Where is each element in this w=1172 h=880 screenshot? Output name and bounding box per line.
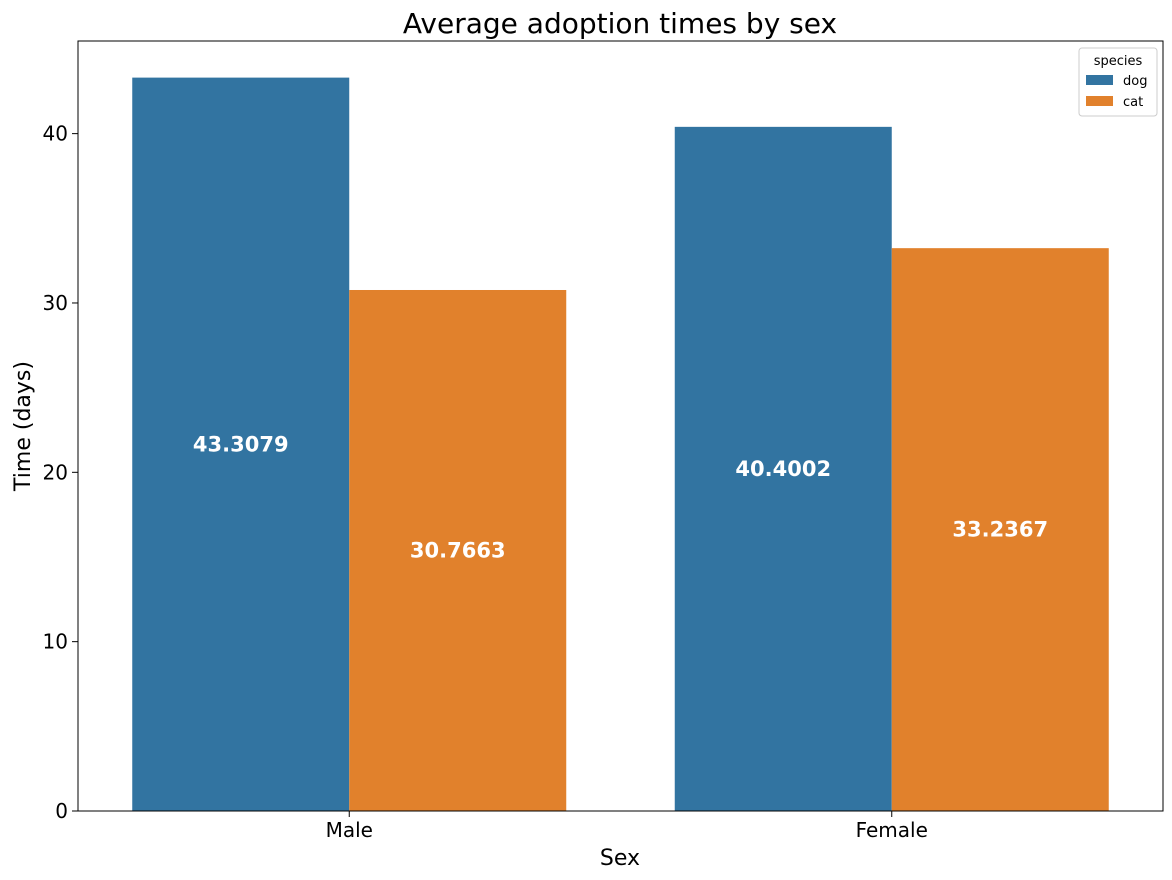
y-tick-label: 10 (43, 630, 68, 654)
chart-title: Average adoption times by sex (403, 7, 837, 40)
data-label-cat-male: 30.7663 (410, 538, 506, 562)
bar-cat-male (349, 289, 567, 811)
legend-label-cat: cat (1123, 95, 1143, 110)
bar-dog-female (674, 126, 892, 812)
legend-title: species (1094, 54, 1143, 69)
y-tick-label: 0 (55, 799, 68, 823)
legend-swatch-cat (1086, 96, 1113, 106)
bar-cat-female (891, 248, 1109, 811)
y-tick-label: 40 (43, 122, 68, 146)
bar-dog-male (132, 77, 350, 811)
data-label-dog-female: 40.4002 (735, 457, 831, 481)
y-axis-label: Time (days) (11, 361, 36, 492)
legend-swatch-dog (1086, 75, 1113, 85)
legend: species dog cat (1078, 47, 1158, 117)
legend-label-dog: dog (1123, 74, 1147, 89)
plot-frame (77, 40, 1164, 812)
x-tick-label-male: Male (326, 818, 373, 842)
plot-area: 43.3079 40.4002 30.7663 33.2367 0 10 20 30 40 Mal… (43, 40, 1164, 842)
y-tick-label: 20 (43, 460, 68, 484)
data-label-dog-male: 43.3079 (193, 432, 289, 456)
x-tick-label-female: Female (856, 818, 928, 842)
x-axis-label: Sex (600, 846, 640, 871)
data-label-cat-female: 33.2367 (952, 518, 1048, 542)
y-tick-label: 30 (43, 291, 68, 315)
